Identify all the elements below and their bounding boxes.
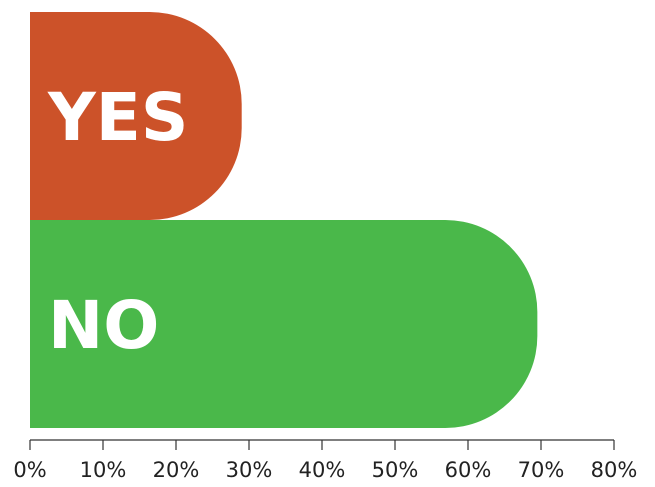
x-axis: 0% 10% 20% 30% 40% 50% 60% 70% 80% bbox=[13, 439, 638, 482]
x-tick-label: 60% bbox=[445, 458, 492, 482]
x-tick-label: 10% bbox=[80, 458, 127, 482]
bars-group: YES NO bbox=[30, 12, 538, 428]
x-tick-label: 30% bbox=[226, 458, 273, 482]
x-tick-label: 20% bbox=[153, 458, 200, 482]
x-tick-label: 80% bbox=[591, 458, 638, 482]
bar-label-yes: YES bbox=[47, 79, 188, 156]
x-tick-label: 0% bbox=[13, 458, 46, 482]
x-tick-label: 50% bbox=[372, 458, 419, 482]
bar-no bbox=[30, 220, 538, 428]
x-tick-label: 70% bbox=[518, 458, 565, 482]
bar-yes bbox=[30, 12, 242, 221]
bar-label-no: NO bbox=[48, 287, 159, 364]
x-tick-label: 40% bbox=[299, 458, 346, 482]
